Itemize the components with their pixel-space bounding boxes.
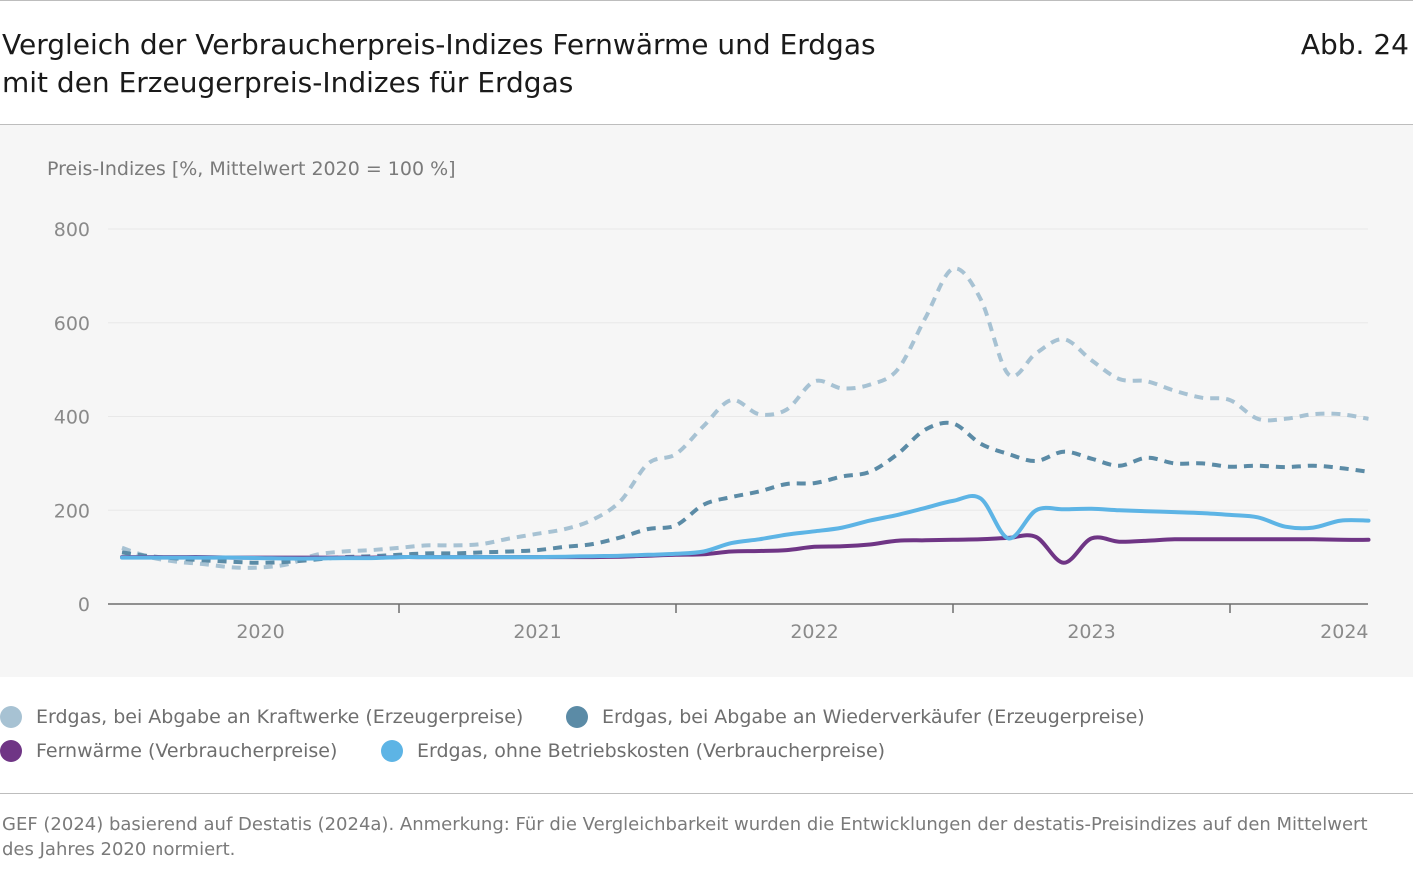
- chart-title-line-1: Vergleich der Verbraucherpreis-Indizes F…: [2, 28, 876, 61]
- x-tick-label-2023: 2023: [1067, 621, 1115, 643]
- y-axis-title: Preis-Indizes [%, Mittelwert 2020 = 100 …: [47, 158, 456, 180]
- y-tick-label-0: 0: [78, 594, 90, 616]
- x-tick-label-2024: 2024: [1320, 621, 1368, 643]
- x-tick-label-2020: 2020: [236, 621, 284, 643]
- legend-marker-fernwaerme: [0, 740, 22, 762]
- legend-marker-wiederverkaeufer: [566, 706, 588, 728]
- y-tick-label-800: 800: [54, 219, 90, 241]
- line-chart: 0 200 400 600 800 2020 2021 2022 2023 2024: [54, 219, 1371, 643]
- plot-background: [0, 125, 1413, 677]
- legend-item-kraftwerke: Erdgas, bei Abgabe an Kraftwerke (Erzeug…: [0, 706, 523, 728]
- x-tick-label-2021: 2021: [513, 621, 561, 643]
- legend-label-wiederverkaeufer: Erdgas, bei Abgabe an Wiederverkäufer (E…: [602, 706, 1145, 728]
- legend-label-kraftwerke: Erdgas, bei Abgabe an Kraftwerke (Erzeug…: [36, 706, 524, 728]
- title-divider: [0, 124, 1413, 125]
- legend: Erdgas, bei Abgabe an Kraftwerke (Erzeug…: [0, 704, 1413, 774]
- legend-item-fernwaerme: Fernwärme (Verbraucherpreise): [0, 740, 337, 762]
- y-tick-label-200: 200: [54, 500, 90, 522]
- legend-item-wiederverkaeufer: Erdgas, bei Abgabe an Wiederverkäufer (E…: [566, 706, 1145, 728]
- series-erdgas-verbraucher-line: [120, 494, 1371, 561]
- series-kraftwerke-line: [121, 266, 1369, 570]
- figure-label: Abb. 24: [1300, 28, 1409, 61]
- y-tick-label-600: 600: [54, 313, 90, 335]
- chart-title-line-2: mit den Erzeugerpreis-Indizes für Erdgas: [2, 66, 574, 99]
- legend-marker-kraftwerke: [0, 706, 22, 728]
- y-tick-label-400: 400: [54, 407, 90, 429]
- top-rule: [0, 0, 1413, 1]
- legend-label-erdgas-verbraucher: Erdgas, ohne Betriebskosten (Verbraucher…: [417, 740, 886, 762]
- legend-marker-erdgas-verbraucher: [381, 740, 403, 762]
- legend-item-erdgas-verbraucher: Erdgas, ohne Betriebskosten (Verbraucher…: [381, 740, 885, 762]
- x-tick-label-2022: 2022: [790, 621, 838, 643]
- chart-title: Vergleich der Verbraucherpreis-Indizes F…: [2, 26, 876, 102]
- legend-label-fernwaerme: Fernwärme (Verbraucherpreise): [36, 740, 338, 762]
- footer-divider: [0, 793, 1413, 794]
- source-note: GEF (2024) basierend auf Destatis (2024a…: [2, 814, 1368, 860]
